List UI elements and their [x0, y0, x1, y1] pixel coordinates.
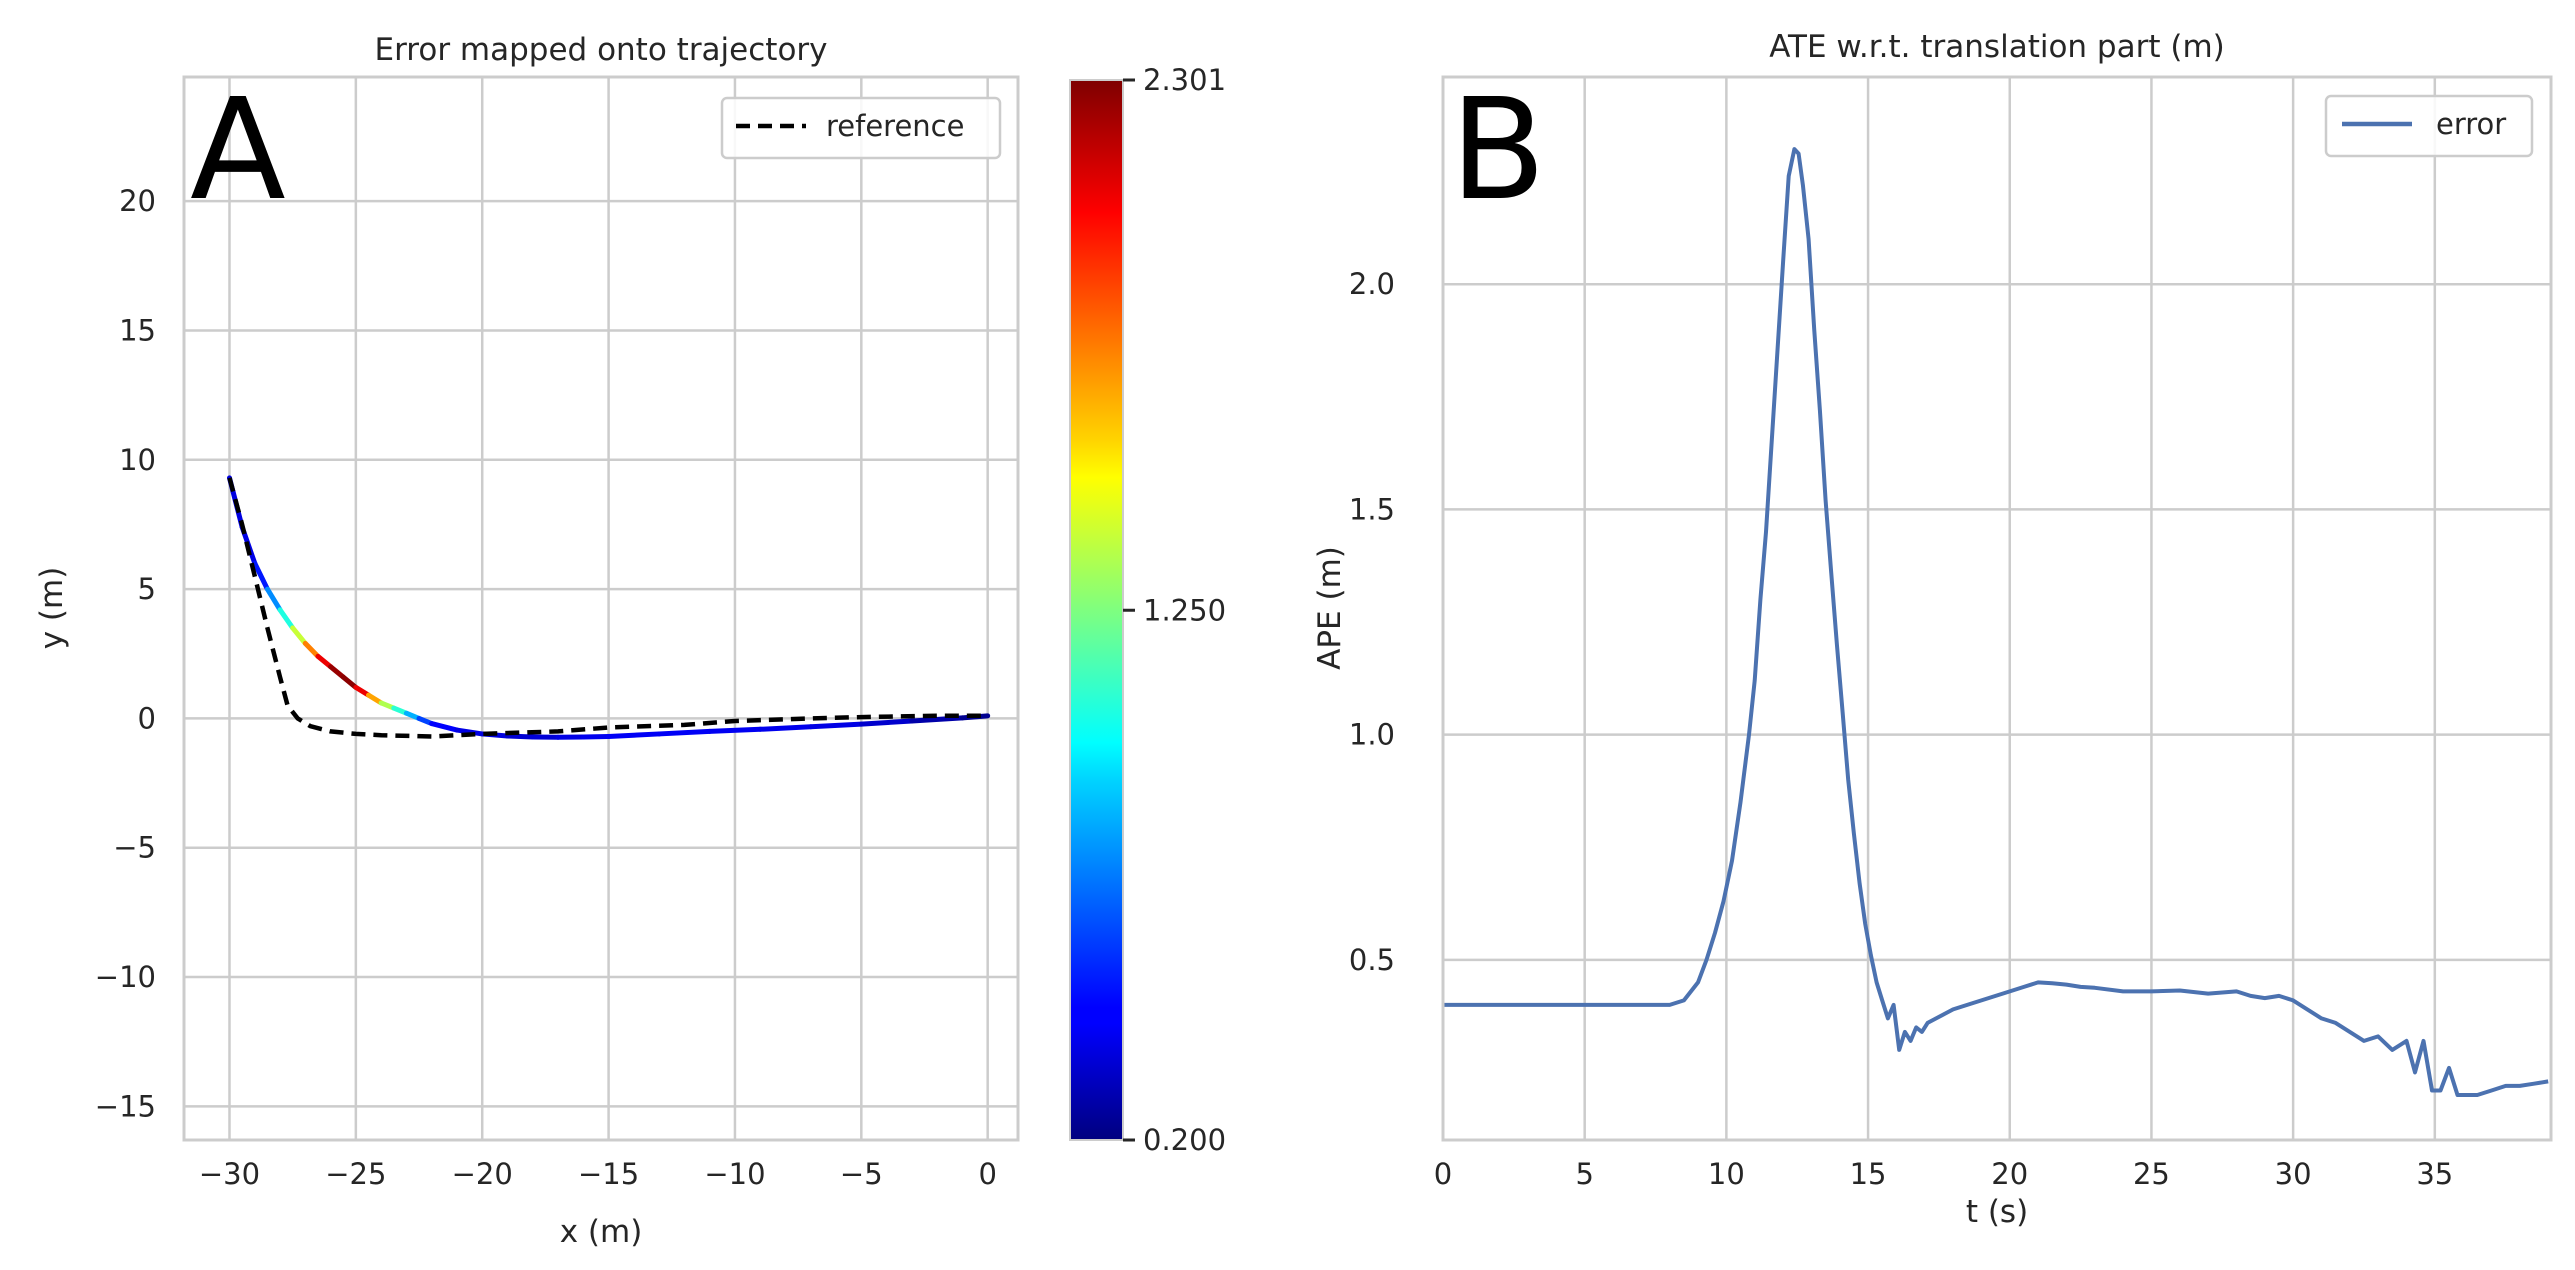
panel-b-x-tick-label: 5 — [1575, 1157, 1593, 1191]
panel-a-estimate-segment — [504, 733, 536, 740]
panel-a-x-tick-label: −15 — [578, 1157, 639, 1191]
panel-a-legend-reference-label: reference — [826, 109, 964, 143]
panel-a-x-tick-label: −5 — [840, 1157, 883, 1191]
panel-a-colorbar: 0.200 1.250 2.301 — [1069, 63, 1226, 1157]
panel-b-x-tick-label: 25 — [2133, 1157, 2170, 1191]
panel-a-legend-box — [720, 96, 1002, 160]
panel-a-estimate-segment — [252, 560, 270, 592]
panel-a-estimate-segment — [454, 727, 485, 737]
panel-a-y-ticks: −15 −10 −5 0 5 10 15 20 — [95, 184, 156, 1123]
panel-a-estimate-trajectory — [226, 475, 991, 740]
panel-a-estimate-segment — [656, 728, 713, 737]
panel-a-x-tick-label: −20 — [452, 1157, 513, 1191]
panel-b-x-tick-label: 20 — [1991, 1157, 2028, 1191]
panel-b-x-tick-label: 15 — [1850, 1157, 1887, 1191]
panel-a-estimate-segment — [328, 664, 346, 680]
panel-a-x-tick-label: −25 — [325, 1157, 386, 1191]
panel-a-y-tick-label: 0 — [138, 701, 156, 735]
panel-a-estimate-segment — [315, 653, 334, 670]
panel-a-y-tick-label: 20 — [119, 184, 156, 218]
panel-a-estimate-segment — [757, 724, 814, 732]
panel-b-title: ATE w.r.t. translation part (m) — [1769, 29, 2225, 65]
panel-b-y-ticks: 0.5 1.0 1.5 2.0 — [1349, 267, 1395, 977]
panel-a-y-tick-label: 10 — [119, 443, 156, 477]
panel-b-legend: error — [2324, 94, 2534, 158]
panel-a-estimate-segment — [302, 640, 321, 659]
panel-a-estimate-segment — [340, 674, 359, 690]
panel-b-grid — [1441, 77, 2551, 1140]
colorbar-gradient — [1069, 79, 1124, 1141]
panel-b-x-label: t (s) — [1966, 1194, 2028, 1230]
panel-b-x-tick-label: 10 — [1708, 1157, 1745, 1191]
panel-b-y-tick-label: 0.5 — [1349, 943, 1395, 977]
panel-b-legend-error-label: error — [2436, 107, 2506, 141]
panel-a-estimate-segment — [277, 607, 296, 631]
panel-b-x-tick-label: 0 — [1434, 1157, 1452, 1191]
panel-a-estimate-segment — [264, 586, 283, 613]
panel-a-x-ticks: −30 −25 −20 −15 −10 −5 0 — [199, 1157, 997, 1191]
panel-a-frame — [182, 75, 1020, 1142]
panel-a-y-tick-label: 15 — [119, 313, 156, 347]
panel-b-error-line — [1443, 147, 2549, 1097]
panel-a-estimate-segment — [707, 726, 763, 734]
panel-a-estimate-segment — [858, 718, 915, 727]
colorbar-ticks: 0.200 1.250 2.301 — [1123, 63, 1226, 1157]
panel-a-estimate-segment — [808, 721, 864, 730]
panel-b-y-tick-label: 1.5 — [1349, 492, 1395, 526]
colorbar-tick-label: 2.301 — [1143, 63, 1226, 97]
panel-b-letter: B — [1450, 69, 1546, 232]
panel-a-x-label: x (m) — [560, 1214, 643, 1250]
panel-a-y-tick-label: −5 — [113, 831, 156, 865]
panel-a-estimate-segment — [606, 731, 662, 740]
panel-a-y-tick-label: −15 — [95, 1089, 156, 1123]
panel-a-estimate-segment — [429, 721, 460, 733]
panel-b-y-tick-label: 1.0 — [1349, 718, 1395, 752]
panel-a-title: Error mapped onto trajectory — [375, 32, 828, 68]
panel-b-x-ticks: 0 5 10 15 20 25 30 35 — [1434, 1157, 2453, 1191]
panel-a-legend: reference — [720, 96, 1002, 160]
panel-b-y-label: APE (m) — [1312, 546, 1348, 670]
colorbar-tick-label: 1.250 — [1143, 593, 1226, 627]
panel-a-y-tick-label: −10 — [95, 960, 156, 994]
panel-b-frame — [1441, 75, 2553, 1142]
panel-a-letter: A — [190, 69, 286, 232]
panel-a-x-tick-label: −10 — [704, 1157, 765, 1191]
panel-a-grid — [184, 77, 1018, 1140]
colorbar-tick-label: 0.200 — [1143, 1123, 1226, 1157]
panel-b-y-tick-label: 2.0 — [1349, 267, 1395, 301]
panel-b-x-tick-label: 30 — [2275, 1157, 2312, 1191]
panel-b-x-tick-label: 35 — [2416, 1157, 2453, 1191]
panel-a-reference-line — [227, 477, 988, 739]
panel-b-legend-box — [2324, 94, 2534, 158]
panel-a-y-label: y (m) — [34, 567, 70, 650]
panel-a-estimate-segment — [290, 625, 308, 646]
panel-a-x-tick-label: −30 — [199, 1157, 260, 1191]
panel-a-x-tick-label: 0 — [978, 1157, 996, 1191]
panel-b: ATE w.r.t. translation part (m) 0 5 10 15 20… — [1312, 29, 2553, 1230]
panel-a-y-tick-label: 5 — [138, 572, 156, 606]
panel-a: Error mapped onto trajectory −30 −25 −20 −1… — [34, 32, 1226, 1250]
panel-a-estimate-segment — [909, 715, 965, 724]
panel-a-estimate-segment — [580, 734, 612, 740]
